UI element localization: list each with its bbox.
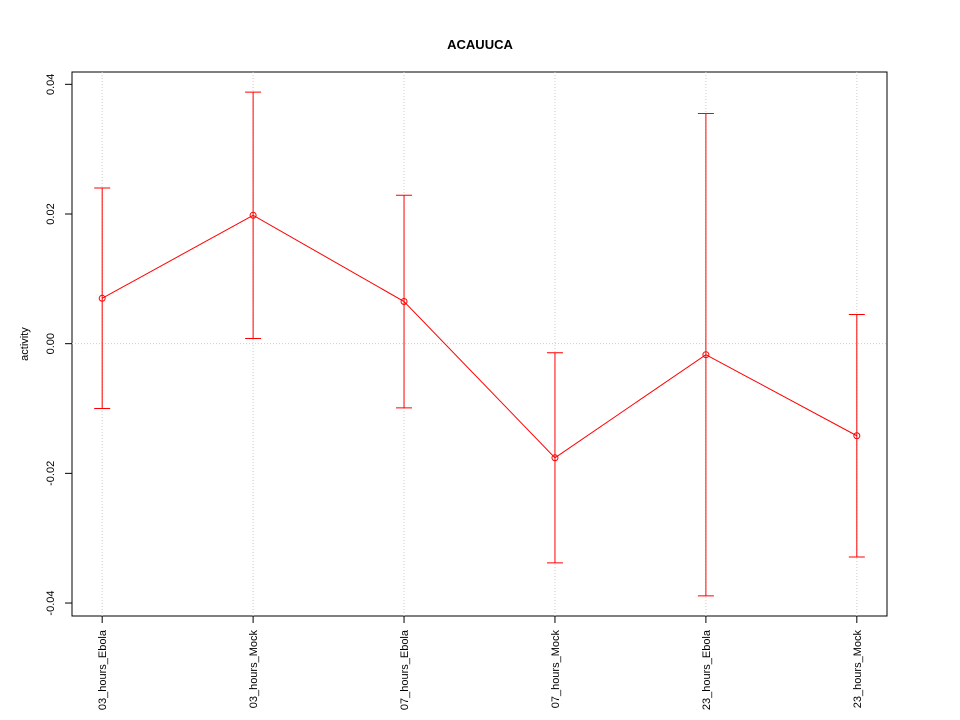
error-bar	[396, 194, 413, 409]
data-point	[551, 454, 559, 462]
y-tick-label: 0.04	[45, 74, 57, 95]
x-tick-label: 03_hours_Mock	[248, 630, 260, 709]
y-axis-label: activity	[19, 327, 31, 361]
x-tick-label: 23_hours_Ebola	[701, 629, 713, 710]
data-point	[98, 294, 106, 302]
y-tick-label: 0.02	[45, 203, 57, 224]
error-bar	[848, 313, 865, 558]
error-bar	[94, 187, 111, 410]
data-line	[101, 214, 858, 459]
chart-title: ACAUUCA	[447, 37, 513, 52]
data-point	[400, 298, 408, 306]
x-tick-label: 07_hours_Ebola	[399, 629, 411, 710]
x-tick-label: 03_hours_Ebola	[97, 629, 109, 710]
x-tick-label: 23_hours_Mock	[852, 630, 864, 709]
y-tick-label: -0.02	[45, 461, 57, 486]
data-point	[249, 211, 257, 219]
y-tick-label: -0.04	[45, 590, 57, 615]
error-bar	[697, 112, 714, 597]
error-bar	[546, 352, 563, 564]
data-point	[853, 432, 861, 440]
plot-frame	[71, 71, 888, 617]
error-bar	[245, 91, 262, 339]
y-tick-label: 0.00	[45, 333, 57, 354]
x-tick-label: 07_hours_Mock	[550, 630, 562, 709]
data-point	[702, 351, 710, 359]
